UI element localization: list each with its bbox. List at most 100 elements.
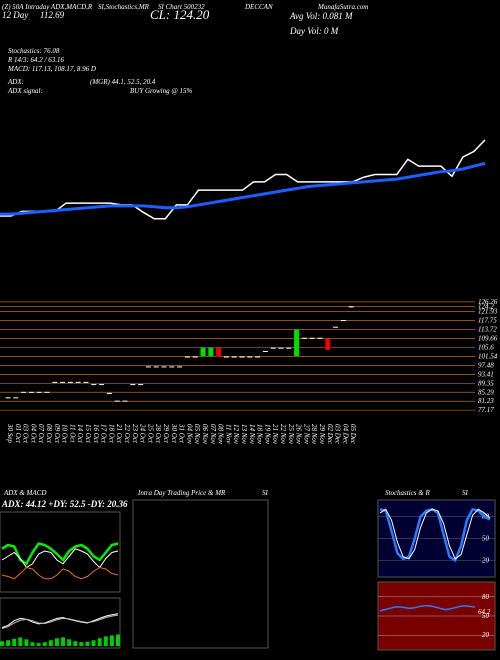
candle — [169, 366, 175, 368]
x-tick-label: 28 Nov — [310, 424, 318, 445]
candle — [28, 391, 34, 393]
x-tick-label: 22 Oct — [123, 424, 131, 444]
close: CL: 124.20 — [150, 7, 210, 22]
candle — [67, 381, 73, 383]
candle — [231, 356, 237, 358]
x-tick-label: 30 Sep — [6, 423, 14, 443]
candle — [208, 347, 214, 357]
y-tick-label: 50 — [482, 612, 490, 620]
candle — [216, 347, 222, 357]
x-tick-label: 15 Oct — [84, 424, 92, 444]
x-tick-label: 31 Oct — [178, 423, 186, 444]
y-tick-label: 81.23 — [478, 397, 494, 405]
minus_di-line — [1, 566, 119, 580]
indicator: ADX: — [7, 78, 24, 86]
candle — [333, 326, 339, 328]
x-tick-label: 18 Oct — [107, 424, 115, 444]
x-tick-label: 28 Oct — [154, 424, 162, 444]
macd-bar — [18, 637, 23, 646]
indicator: R 14/3: 64.2 / 63.16 — [7, 56, 64, 64]
x-tick-label: 08 Oct — [45, 424, 53, 444]
candle — [278, 347, 284, 349]
x-tick-label: 12 Nov — [232, 424, 240, 445]
x-tick-label: 25 Oct — [146, 424, 154, 444]
macd-bar — [67, 639, 72, 646]
candle — [5, 397, 11, 399]
candle — [317, 337, 323, 339]
x-tick-label: 14 Oct — [76, 424, 84, 444]
macd-bar — [42, 642, 47, 646]
y-tick-label: 93.41 — [478, 370, 494, 378]
candle — [60, 381, 66, 383]
y-tick-label: 101.54 — [478, 352, 498, 360]
candle — [52, 381, 58, 383]
macd-bar — [24, 639, 29, 646]
macd-bar — [91, 640, 96, 646]
x-tick-label: 07 Nov — [209, 424, 217, 445]
panel-title: SI — [462, 489, 469, 497]
day-vol: Day Vol: 0 M — [289, 26, 339, 36]
candle — [99, 384, 105, 386]
plus_di-line — [1, 548, 119, 569]
candle — [138, 384, 144, 386]
indicator: (MGR) 44.1, 52.5, 20.4 — [90, 78, 156, 86]
indicator: BUY Growing @ 15% — [130, 87, 193, 95]
x-tick-label: 25 Nov — [287, 424, 295, 445]
macd-bar — [116, 634, 120, 646]
x-tick-label: 21 Oct — [115, 424, 123, 444]
y-tick-label: 97.48 — [478, 361, 494, 369]
adx-box — [0, 511, 121, 593]
candle — [161, 366, 167, 368]
x-tick-label: 11 Oct — [68, 424, 76, 443]
macd-box — [0, 597, 121, 649]
panel-title: SI — [262, 489, 269, 497]
x-tick-label: 05 Nov — [193, 424, 201, 445]
candle — [184, 356, 190, 358]
x-tick-label: 18 Nov — [256, 424, 264, 445]
candle — [309, 337, 315, 339]
macd-bar — [30, 642, 35, 646]
candle — [177, 366, 183, 368]
y-tick-label: 50 — [482, 535, 490, 543]
candle — [255, 356, 261, 358]
candle — [130, 384, 136, 386]
candle — [145, 366, 151, 368]
candle — [200, 347, 206, 357]
x-tick-label: 06 Nov — [201, 424, 209, 445]
day-label: 12 Day — [2, 10, 28, 20]
site: MunafaSutra.com — [317, 3, 368, 11]
candle — [340, 320, 346, 322]
symbol: DECCAN — [244, 3, 273, 11]
indicator: Stochastics: 76.08 — [8, 47, 60, 55]
y-tick-label: 20 — [482, 631, 490, 639]
x-tick-label: 08 Nov — [217, 424, 225, 445]
candle — [153, 366, 159, 368]
x-tick-label: 26 Nov — [295, 424, 303, 445]
candle — [106, 392, 112, 394]
y-tick-label: 20 — [482, 556, 490, 564]
macd-bar — [61, 637, 66, 646]
macd-bar — [54, 638, 59, 646]
title-mid: SI,Stochastics,MR — [98, 3, 150, 11]
intraday-box — [132, 499, 269, 649]
x-tick-label: 04 Nov — [185, 424, 193, 445]
candle — [247, 356, 253, 358]
x-tick-label: 22 Nov — [279, 424, 287, 445]
x-tick-label: 01 Oct — [14, 424, 22, 444]
x-tick-label: 17 Oct — [100, 424, 108, 444]
title-left: (Z) 50A Intraday ADX,MACD,R — [2, 3, 93, 11]
candle — [83, 381, 89, 383]
x-tick-label: 03 Dec — [334, 424, 342, 445]
x-tick-label: 07 Oct — [37, 424, 45, 444]
x-tick-label: 23 Oct — [131, 424, 139, 444]
macd-bar — [73, 641, 78, 646]
candle — [36, 391, 42, 393]
candle — [192, 356, 198, 358]
x-tick-label: 04 Dec — [341, 424, 349, 445]
ma-line — [0, 161, 486, 216]
candle — [44, 391, 50, 393]
candle — [239, 356, 245, 358]
y-tick-label: 121.93 — [478, 307, 498, 315]
y-tick-label: 80 — [482, 593, 490, 601]
x-tick-label: 11 Nov — [224, 424, 232, 444]
